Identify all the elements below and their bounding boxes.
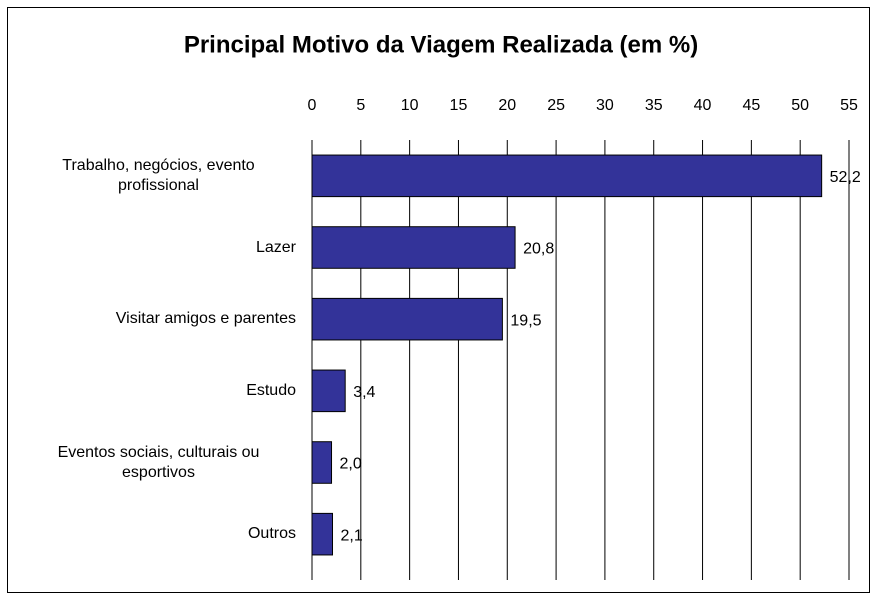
chart-title: Principal Motivo da Viagem Realizada (em… xyxy=(184,31,698,58)
x-tick-label: 55 xyxy=(840,97,858,114)
x-tick-label: 10 xyxy=(401,97,419,114)
category-text: Trabalho, negócios, evento profissional xyxy=(62,156,255,194)
value-label: 2,0 xyxy=(340,456,362,473)
value-label: 3,4 xyxy=(353,384,375,401)
category-label: Outros xyxy=(248,509,296,559)
category-text: Lazer xyxy=(255,238,296,256)
category-text: Visitar amigos e parentes xyxy=(115,310,296,328)
category-text: Outros xyxy=(247,525,296,543)
category-label: Trabalho, negócios, evento profissional xyxy=(21,151,296,201)
x-tick-label: 15 xyxy=(450,97,468,114)
bar xyxy=(311,154,823,198)
value-label: 20,8 xyxy=(523,241,554,258)
x-tick-label: 40 xyxy=(694,97,712,114)
x-tick-label: 5 xyxy=(356,97,365,114)
x-tick-label: 25 xyxy=(547,97,565,114)
category-text: Estudo xyxy=(246,381,296,399)
x-tick-label: 20 xyxy=(498,97,516,114)
category-label: Estudo xyxy=(246,366,296,416)
bar xyxy=(311,226,516,269)
category-text: Eventos sociais, culturais ou esportivos xyxy=(57,443,260,481)
category-label: Lazer xyxy=(256,223,296,273)
bar xyxy=(311,512,334,556)
x-tick-label: 45 xyxy=(742,97,760,114)
x-tick-label: 0 xyxy=(308,97,317,114)
category-label: Eventos sociais, culturais ou esportivos xyxy=(21,438,296,488)
x-tick-label: 30 xyxy=(596,97,614,114)
bar xyxy=(311,369,346,413)
value-label: 19,5 xyxy=(510,312,541,329)
bar xyxy=(311,297,503,341)
value-label: 2,1 xyxy=(341,527,363,544)
value-label: 52,2 xyxy=(830,169,861,186)
category-label: Visitar amigos e parentes xyxy=(116,294,296,344)
x-tick-label: 50 xyxy=(791,97,809,114)
x-tick-label: 35 xyxy=(645,97,663,114)
bar xyxy=(311,441,333,484)
